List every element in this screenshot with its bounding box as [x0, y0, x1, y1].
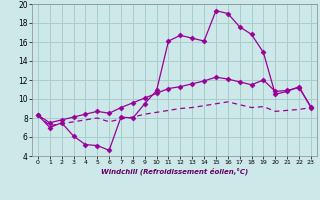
X-axis label: Windchill (Refroidissement éolien,°C): Windchill (Refroidissement éolien,°C) [101, 168, 248, 175]
